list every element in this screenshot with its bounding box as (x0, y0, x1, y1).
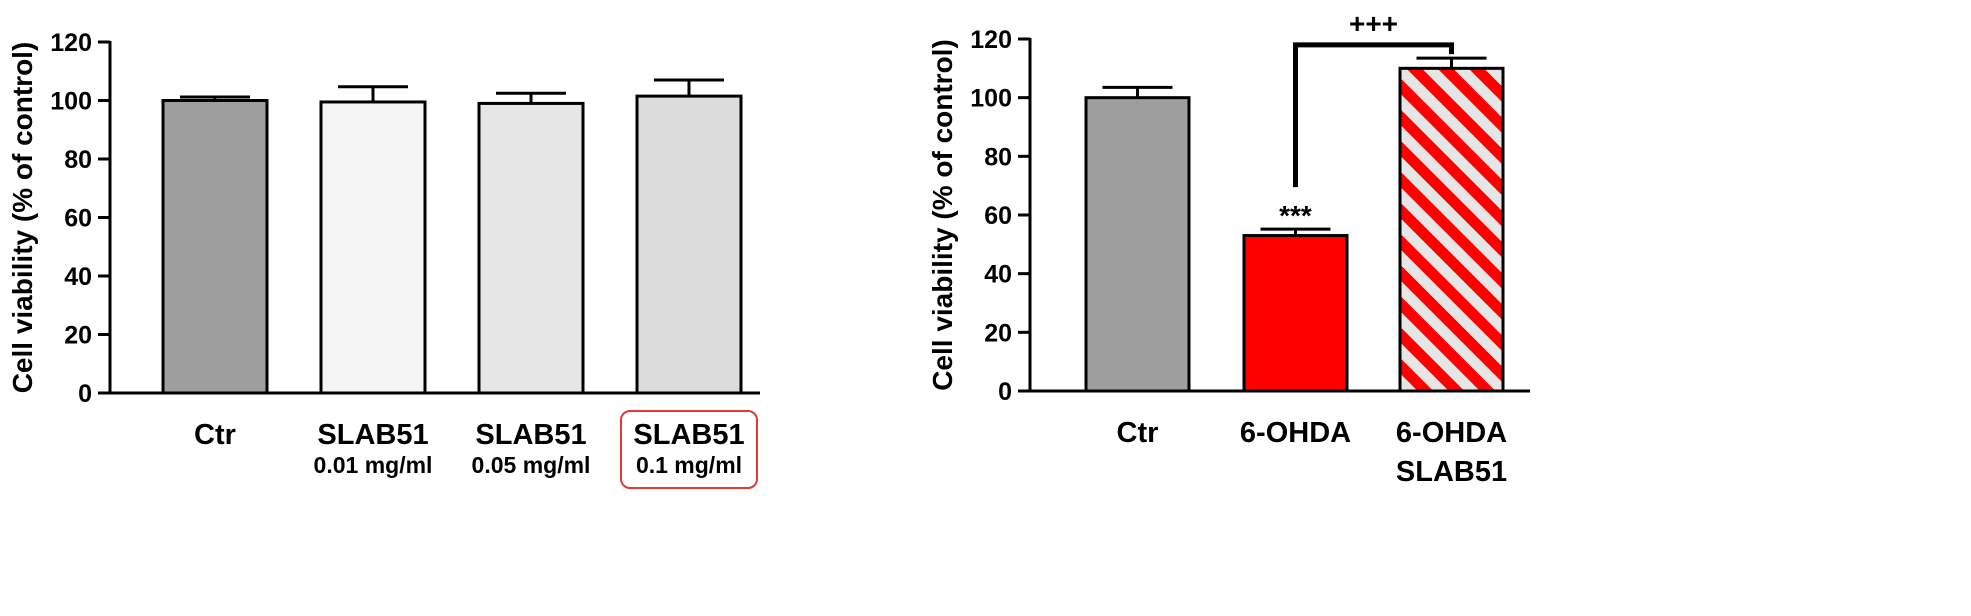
category-label: Ctr (194, 419, 236, 451)
y-tick-label: 40 (984, 261, 1012, 289)
y-tick-label: 60 (984, 202, 1012, 230)
y-axis-label: Cell viability (% of control) (7, 42, 38, 394)
y-tick-label: 80 (64, 146, 92, 174)
significance-label: *** (1279, 200, 1312, 231)
bar (161, 99, 269, 395)
y-tick-label: 120 (970, 26, 1012, 54)
bar (477, 101, 585, 395)
bar (319, 100, 427, 395)
y-tick-label: 40 (64, 263, 92, 291)
y-tick-label: 20 (64, 322, 92, 350)
bracket-label: +++ (1349, 8, 1398, 39)
category-sublabel: SLAB51 (1396, 456, 1507, 488)
category-sublabel: 0.1 mg/ml (636, 452, 742, 478)
category-label: 6-OHDA (1396, 417, 1507, 449)
category-sublabel: 0.05 mg/ml (472, 452, 591, 478)
bar (1398, 66, 1505, 393)
chart-panel-right: Cell viability (% of control) 0 20 40 60 80 10… (927, 8, 1530, 488)
y-tick-label: 0 (78, 380, 92, 408)
category-sublabel: 0.01 mg/ml (314, 452, 433, 478)
bar (635, 94, 743, 395)
category-label: Ctr (1117, 417, 1159, 449)
chart-panel-left: Cell viability (% of control) 0 20 40 60 80 10… (7, 29, 760, 489)
y-tick-label: 100 (50, 88, 92, 116)
bar (1242, 234, 1349, 393)
y-tick-label: 120 (50, 29, 92, 57)
bar (1084, 96, 1191, 393)
category-label: SLAB51 (633, 419, 744, 451)
comparison-bracket (1293, 42, 1454, 188)
y-tick-label: 80 (984, 143, 1012, 171)
y-axis-label: Cell viability (% of control) (927, 39, 958, 391)
y-tick-label: 0 (998, 378, 1012, 406)
highlight-box (620, 410, 758, 489)
y-tick-label: 60 (64, 205, 92, 233)
y-tick-label: 100 (970, 85, 1012, 113)
category-label: SLAB51 (475, 419, 586, 451)
category-label: SLAB51 (317, 419, 428, 451)
y-tick-label: 20 (984, 319, 1012, 347)
category-label: 6-OHDA (1240, 417, 1351, 449)
